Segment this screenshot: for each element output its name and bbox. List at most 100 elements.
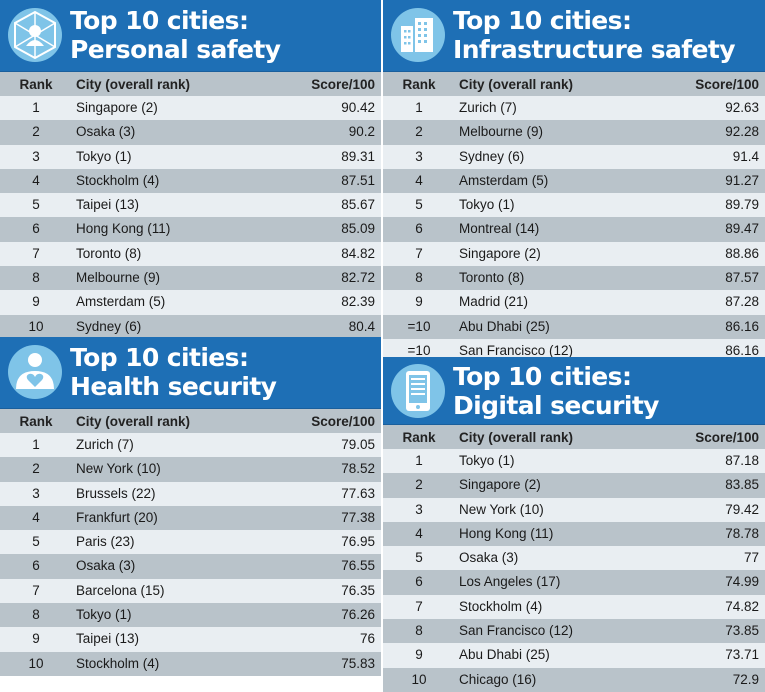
rank-cell: 8 [32,270,40,286]
table-row: 6 Montreal (14) 89.47 [383,217,765,242]
rank-cell: 5 [32,534,40,550]
table-row: 4 Frankfurt (20) 77.38 [0,505,381,531]
rank-cell: 6 [32,558,40,574]
table-row: 9 Amsterdam (5) 82.39 [0,290,381,315]
panel-title-line1: Top 10 cities: [70,343,249,372]
table-row: 10 Sydney (6) 80.4 [0,314,381,339]
score-cell: 87.28 [725,294,759,310]
rank-column-header: Rank [402,77,436,92]
panel-title: Top 10 cities: Health security [70,343,277,401]
score-cell: 87.18 [725,453,759,468]
city-column-header: City (overall rank) [76,414,191,429]
rank-cell: 6 [415,574,423,590]
table-row: 9 Abu Dhabi (25) 73.71 [383,643,765,668]
score-cell: 76.95 [341,534,375,550]
city-cell: Hong Kong (11) [76,221,171,237]
score-cell: 87.57 [725,270,759,286]
city-cell: Stockholm (4) [76,655,160,671]
panel-title-line1: Top 10 cities: [70,6,249,35]
score-cell: 82.39 [341,294,375,310]
table-row: 9 Taipei (13) 76 [0,627,381,652]
panel-title: Top 10 cities: Personal safety [70,6,281,64]
table-row: 3 Brussels (22) 77.63 [0,481,381,506]
rank-cell: 8 [32,607,40,623]
score-cell: 90.42 [341,100,375,115]
panel-title-line1: Top 10 cities: [453,362,632,391]
rank-cell: 4 [415,525,423,541]
city-cell: Paris (23) [76,534,135,550]
table-row: =10 Abu Dhabi (25) 86.16 [383,314,765,339]
rank-column-header: Rank [402,430,436,445]
column-header-row: Rank City (overall rank) Score/100 [0,409,381,433]
rank-cell: 10 [28,655,44,671]
city-cell: Sydney (6) [76,318,142,334]
table-row: 5 Taipei (13) 85.67 [0,193,381,218]
table-row: 7 Toronto (8) 84.82 [0,241,381,267]
panel-title-line2: Digital security [453,391,659,420]
panel-header: Top 10 cities: Personal safety [0,0,381,72]
city-cell: Brussels (22) [76,485,156,501]
panel-infrastructure-safety: Top 10 cities: Infrastructure safety Ran… [383,0,765,364]
table-row: 10 Chicago (16) 72.9 [383,667,765,692]
panel-title: Top 10 cities: Infrastructure safety [453,6,736,64]
table-row: 5 Osaka (3) 77 [383,546,765,571]
city-cell: Toronto (8) [459,270,525,286]
table-row: 8 Toronto (8) 87.57 [383,266,765,291]
column-header-row: Rank City (overall rank) Score/100 [383,72,765,96]
score-cell: 73.85 [725,623,759,639]
rank-cell: 7 [415,245,423,261]
table-row: 2 New York (10) 78.52 [0,457,381,482]
table-row: 7 Stockholm (4) 74.82 [383,594,765,620]
city-cell: Frankfurt (20) [76,509,158,525]
table-row: 10 Stockholm (4) 75.83 [0,651,381,676]
city-cell: Abu Dhabi (25) [459,318,550,334]
score-cell: 79.05 [341,437,375,452]
score-cell: 78.52 [341,461,375,477]
score-column-header: Score/100 [311,414,375,429]
city-cell: Zurich (7) [459,100,517,115]
city-cell: Singapore (2) [459,477,541,493]
column-header-row: Rank City (overall rank) Score/100 [0,72,381,96]
city-cell: Los Angeles (17) [459,574,561,590]
rank-cell: 2 [415,477,423,493]
city-cell: Sydney (6) [459,148,525,164]
rank-cell: 3 [32,485,40,501]
score-cell: 91.4 [732,148,759,164]
city-cell: Tokyo (1) [459,197,515,213]
score-cell: 73.71 [725,647,759,663]
rank-cell: 3 [415,501,423,517]
table-row: 4 Stockholm (4) 87.51 [0,168,381,194]
score-cell: 86.16 [725,342,759,358]
table-row: 1 Singapore (2) 90.42 [0,96,381,121]
shield-network-icon [6,6,64,64]
city-cell: San Francisco (12) [459,342,574,358]
city-cell: Osaka (3) [459,550,519,566]
score-column-header: Score/100 [695,77,759,92]
panel-header: Top 10 cities: Health security [0,337,381,409]
city-cell: Melbourne (9) [76,270,161,286]
table-row: 2 Osaka (3) 90.2 [0,120,381,145]
panel-digital-security: Top 10 cities: Digital security Rank Cit… [383,357,765,692]
city-cell: New York (10) [459,501,544,517]
rank-cell: 6 [415,221,423,237]
table-row: 7 Barcelona (15) 76.35 [0,578,381,604]
city-cell: Singapore (2) [76,100,158,115]
score-cell: 72.9 [732,671,759,687]
rank-column-header: Rank [19,77,53,92]
rank-cell: =10 [407,342,431,358]
score-cell: 87.51 [341,172,375,188]
city-cell: New York (10) [76,461,161,477]
city-cell: Singapore (2) [459,245,541,261]
score-cell: 84.82 [341,245,375,261]
rank-cell: 2 [415,124,423,140]
table-row: 6 Los Angeles (17) 74.99 [383,570,765,595]
rank-column-header: Rank [19,414,53,429]
table-body: 1 Zurich (7) 92.63 2 Melbourne (9) 92.28 3 Sydn… [383,96,765,364]
score-cell: 77.63 [341,485,375,501]
table-row: 1 Zurich (7) 92.63 [383,96,765,121]
panel-header: Top 10 cities: Digital security [383,357,765,425]
rank-cell: 6 [32,221,40,237]
score-column-header: Score/100 [695,430,759,445]
table-row: 3 New York (10) 79.42 [383,497,765,522]
city-cell: Tokyo (1) [76,607,132,623]
